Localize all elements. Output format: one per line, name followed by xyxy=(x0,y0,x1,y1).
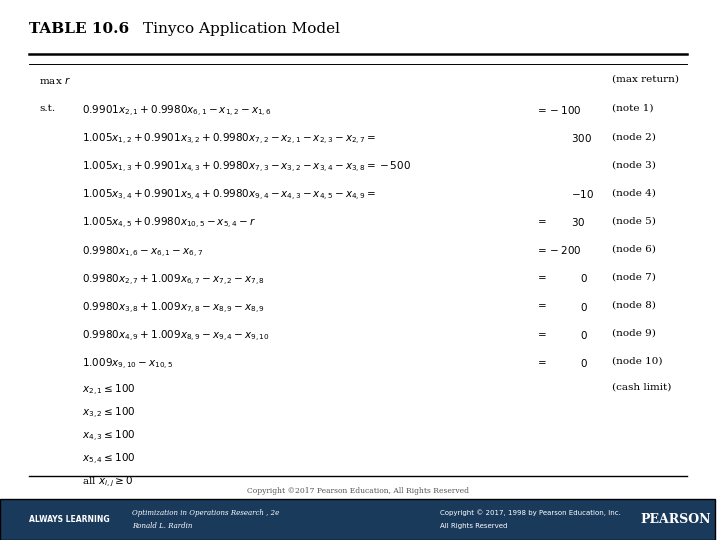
Text: $0.9901x_{2,1} + 0.9980x_{6,1} - x_{1,2} - x_{1,6}$: $0.9901x_{2,1} + 0.9980x_{6,1} - x_{1,2}… xyxy=(82,104,272,119)
Text: (node 5): (node 5) xyxy=(612,217,656,225)
Text: $0.9980x_{1,6} - x_{6,1} - x_{6,7}$: $0.9980x_{1,6} - x_{6,1} - x_{6,7}$ xyxy=(82,245,203,260)
Text: max $r$: max $r$ xyxy=(40,75,71,85)
Text: $x_{3,2} \leq 100$: $x_{3,2} \leq 100$ xyxy=(82,406,136,421)
Text: $= -100$: $= -100$ xyxy=(535,104,582,116)
Text: Copyright © 2017, 1998 by Pearson Education, Inc.: Copyright © 2017, 1998 by Pearson Educat… xyxy=(440,510,621,516)
Text: $30$: $30$ xyxy=(571,217,585,228)
Text: $300$: $300$ xyxy=(571,132,592,144)
Text: (node 6): (node 6) xyxy=(612,245,656,253)
Text: $1.009x_{9,10} - x_{10,5}$: $1.009x_{9,10} - x_{10,5}$ xyxy=(82,357,174,372)
Text: $x_{5,4} \leq 100$: $x_{5,4} \leq 100$ xyxy=(82,451,136,467)
Text: all $x_{i,j} \geq 0$: all $x_{i,j} \geq 0$ xyxy=(82,475,133,489)
Text: $=$: $=$ xyxy=(535,273,546,281)
Text: ALWAYS LEARNING: ALWAYS LEARNING xyxy=(29,515,109,524)
Text: (cash limit): (cash limit) xyxy=(612,382,671,392)
Text: (node 2): (node 2) xyxy=(612,132,656,141)
Text: Copyright ©2017 Pearson Education, All Rights Reserved: Copyright ©2017 Pearson Education, All R… xyxy=(247,487,469,495)
Text: $0$: $0$ xyxy=(580,357,588,369)
Text: (node 9): (node 9) xyxy=(612,329,656,338)
Text: $=$: $=$ xyxy=(535,217,546,225)
Text: (note 1): (note 1) xyxy=(612,104,653,113)
Text: $= -200$: $= -200$ xyxy=(535,245,582,256)
Text: (node 10): (node 10) xyxy=(612,357,662,366)
Text: Optimization in Operations Research , 2e: Optimization in Operations Research , 2e xyxy=(132,509,279,517)
Text: $0$: $0$ xyxy=(580,273,588,285)
Text: (node 3): (node 3) xyxy=(612,160,656,169)
Text: (node 7): (node 7) xyxy=(612,273,656,281)
Text: $0$: $0$ xyxy=(580,301,588,313)
Text: All Rights Reserved: All Rights Reserved xyxy=(440,523,508,529)
Text: $0$: $0$ xyxy=(580,329,588,341)
Text: s.t.: s.t. xyxy=(40,104,55,113)
Text: $=$: $=$ xyxy=(535,357,546,366)
Text: (node 4): (node 4) xyxy=(612,188,656,197)
Text: $1.005x_{4,5} + 0.9980x_{10,5} - x_{5,4} - r$: $1.005x_{4,5} + 0.9980x_{10,5} - x_{5,4}… xyxy=(82,217,256,232)
Text: $=$: $=$ xyxy=(535,301,546,309)
Text: $0.9980x_{2,7} + 1.009x_{6,7} - x_{7,2} - x_{7,8}$: $0.9980x_{2,7} + 1.009x_{6,7} - x_{7,2} … xyxy=(82,273,265,288)
Text: TABLE 10.6: TABLE 10.6 xyxy=(29,22,129,36)
Text: (node 8): (node 8) xyxy=(612,301,656,309)
Text: $1.005x_{3,4} + 0.9901x_{5,4} + 0.9980x_{9,4} - x_{4,3} - x_{4,5} - x_{4,9} =$: $1.005x_{3,4} + 0.9901x_{5,4} + 0.9980x_… xyxy=(82,188,377,204)
Text: $x_{2,1} \leq 100$: $x_{2,1} \leq 100$ xyxy=(82,382,136,397)
Text: $0.9980x_{3,8} + 1.009x_{7,8} - x_{8,9} - x_{8,9}$: $0.9980x_{3,8} + 1.009x_{7,8} - x_{8,9} … xyxy=(82,301,265,316)
FancyBboxPatch shape xyxy=(0,499,716,540)
Text: $x_{4,3} \leq 100$: $x_{4,3} \leq 100$ xyxy=(82,429,136,444)
Text: Ronald L. Rardin: Ronald L. Rardin xyxy=(132,522,193,530)
Text: Tinyco Application Model: Tinyco Application Model xyxy=(143,22,340,36)
Text: (max return): (max return) xyxy=(612,75,679,84)
Text: $=$: $=$ xyxy=(535,329,546,338)
Text: $1.005x_{1,3} + 0.9901x_{4,3} + 0.9980x_{7,3} - x_{3,2} - x_{3,4} - x_{3,8} = -5: $1.005x_{1,3} + 0.9901x_{4,3} + 0.9980x_… xyxy=(82,160,411,176)
Text: $1.005x_{1,2} + 0.9901x_{3,2} + 0.9980x_{7,2} - x_{2,1} - x_{2,3} - x_{2,7} =$: $1.005x_{1,2} + 0.9901x_{3,2} + 0.9980x_… xyxy=(82,132,377,147)
Text: PEARSON: PEARSON xyxy=(641,513,711,526)
Text: $-10$: $-10$ xyxy=(571,188,594,200)
Text: $0.9980x_{4,9} + 1.009x_{8,9} - x_{9,4} - x_{9,10}$: $0.9980x_{4,9} + 1.009x_{8,9} - x_{9,4} … xyxy=(82,329,270,344)
